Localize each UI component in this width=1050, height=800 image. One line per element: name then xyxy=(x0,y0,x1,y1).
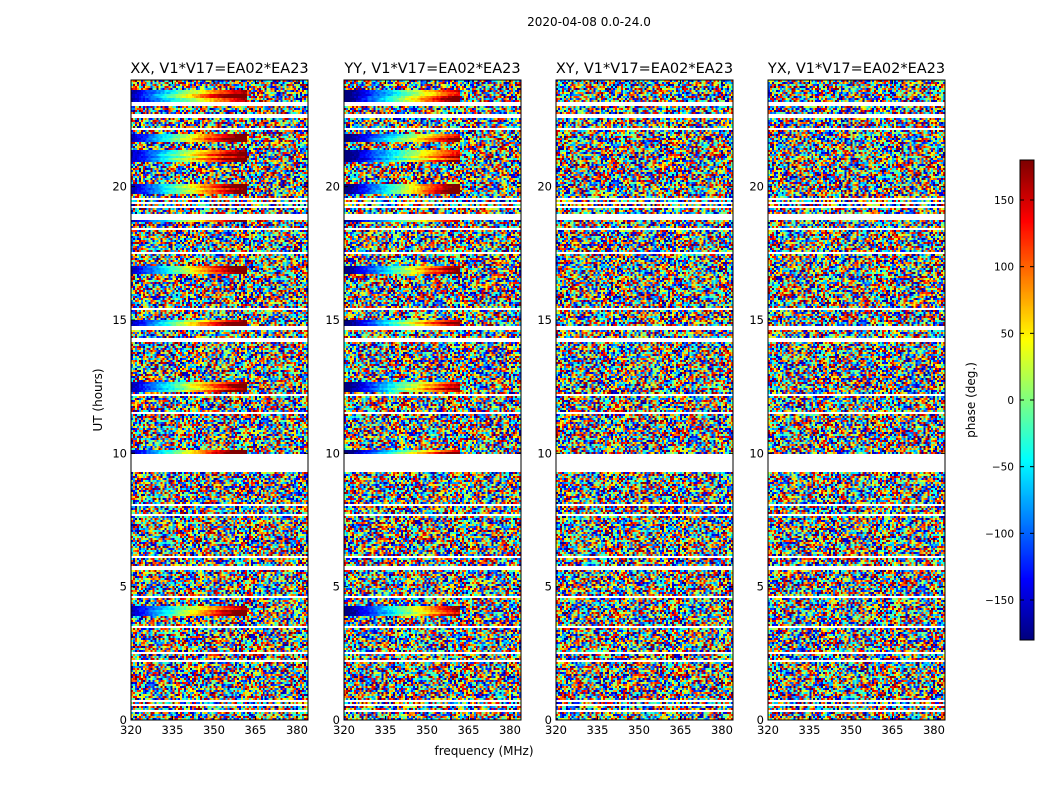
y-tick-label: 5 xyxy=(120,580,127,594)
y-tick-label: 5 xyxy=(757,580,764,594)
panel-title: YY, V1*V17=EA02*EA23 xyxy=(343,61,520,77)
y-tick-label: 20 xyxy=(112,180,127,194)
x-tick-label: 380 xyxy=(711,723,733,737)
axes-frame xyxy=(555,79,734,721)
colorbar-tick-label: 0 xyxy=(1007,395,1014,407)
x-tick-label: 380 xyxy=(286,723,308,737)
x-tick-label: 365 xyxy=(669,723,691,737)
y-tick-label: 20 xyxy=(325,180,340,194)
y-tick-label: 10 xyxy=(749,446,764,460)
x-tick-label: 335 xyxy=(375,723,397,737)
heatmap-yy xyxy=(344,80,521,720)
x-tick-label: 320 xyxy=(120,723,142,737)
panel-yx: YX, V1*V17=EA02*EA23 320 335 350 365 380 0 5 10 1… xyxy=(749,61,946,737)
heatmap-xx xyxy=(131,80,308,720)
y-tick-label: 5 xyxy=(545,580,552,594)
heatmap-xy xyxy=(556,80,733,720)
y-tick-label: 15 xyxy=(112,313,127,327)
colorbar-tick-label: 50 xyxy=(1001,328,1014,340)
y-axis-label: UT (hours) xyxy=(91,368,105,431)
x-axis-label: frequency (MHz) xyxy=(434,744,533,758)
y-tick-label: 20 xyxy=(749,180,764,194)
axes-frame xyxy=(767,79,946,721)
panel-yy: YY, V1*V17=EA02*EA23 320 335 350 365 380 0 5 10 1… xyxy=(325,61,522,737)
x-tick-label: 320 xyxy=(333,723,355,737)
x-tick-label: 365 xyxy=(244,723,266,737)
x-tick-label: 350 xyxy=(416,723,438,737)
y-tick-label: 10 xyxy=(112,446,127,460)
axes-frame xyxy=(343,79,522,721)
x-tick-label: 380 xyxy=(499,723,521,737)
x-tick-label: 380 xyxy=(923,723,945,737)
y-tick-label: 5 xyxy=(333,580,340,594)
x-tick-label: 335 xyxy=(799,723,821,737)
x-tick-label: 320 xyxy=(545,723,567,737)
y-tick-label: 0 xyxy=(757,713,764,727)
y-tick-label: 15 xyxy=(537,313,552,327)
colorbar-tick-label: 100 xyxy=(994,262,1014,274)
x-tick-label: 335 xyxy=(587,723,609,737)
colorbar-label: phase (deg.) xyxy=(964,362,978,438)
x-tick-label: 335 xyxy=(162,723,184,737)
axes-frame xyxy=(130,79,309,721)
x-tick-label: 320 xyxy=(757,723,779,737)
x-tick-label: 365 xyxy=(881,723,903,737)
colorbar-tick-label: −50 xyxy=(992,462,1014,474)
panel-title: XY, V1*V17=EA02*EA23 xyxy=(556,61,733,77)
x-tick-label: 365 xyxy=(457,723,479,737)
y-tick-label: 0 xyxy=(545,713,552,727)
y-tick-label: 15 xyxy=(749,313,764,327)
panel-xy: XY, V1*V17=EA02*EA23 320 335 350 365 380 0 5 10 1… xyxy=(537,61,734,737)
colorbar-tick-label: −100 xyxy=(985,528,1014,540)
panel-title: XX, V1*V17=EA02*EA23 xyxy=(130,61,308,77)
colorbar-tick-label: 150 xyxy=(994,195,1014,207)
x-tick-label: 350 xyxy=(840,723,862,737)
y-tick-label: 10 xyxy=(325,446,340,460)
x-tick-label: 350 xyxy=(203,723,225,737)
y-tick-label: 0 xyxy=(333,713,340,727)
y-tick-label: 15 xyxy=(325,313,340,327)
colorbar-gradient xyxy=(1020,160,1034,640)
y-tick-label: 10 xyxy=(537,446,552,460)
panel-xx: XX, V1*V17=EA02*EA23 320 335 350 365 380 0 5 10 1… xyxy=(112,61,308,737)
colorbar: 150 100 50 0 −50 −100 −150 xyxy=(985,159,1035,641)
x-tick-label: 350 xyxy=(628,723,650,737)
y-tick-label: 20 xyxy=(537,180,552,194)
heatmap-yx xyxy=(768,80,945,720)
figure-suptitle: 2020-04-08 0.0-24.0 xyxy=(527,15,651,29)
colorbar-tick-label: −150 xyxy=(985,595,1014,607)
panel-title: YX, V1*V17=EA02*EA23 xyxy=(767,61,945,77)
y-tick-label: 0 xyxy=(120,713,127,727)
panels-group: XX, V1*V17=EA02*EA23 320 335 350 365 380 0 5 10 1… xyxy=(112,61,946,737)
